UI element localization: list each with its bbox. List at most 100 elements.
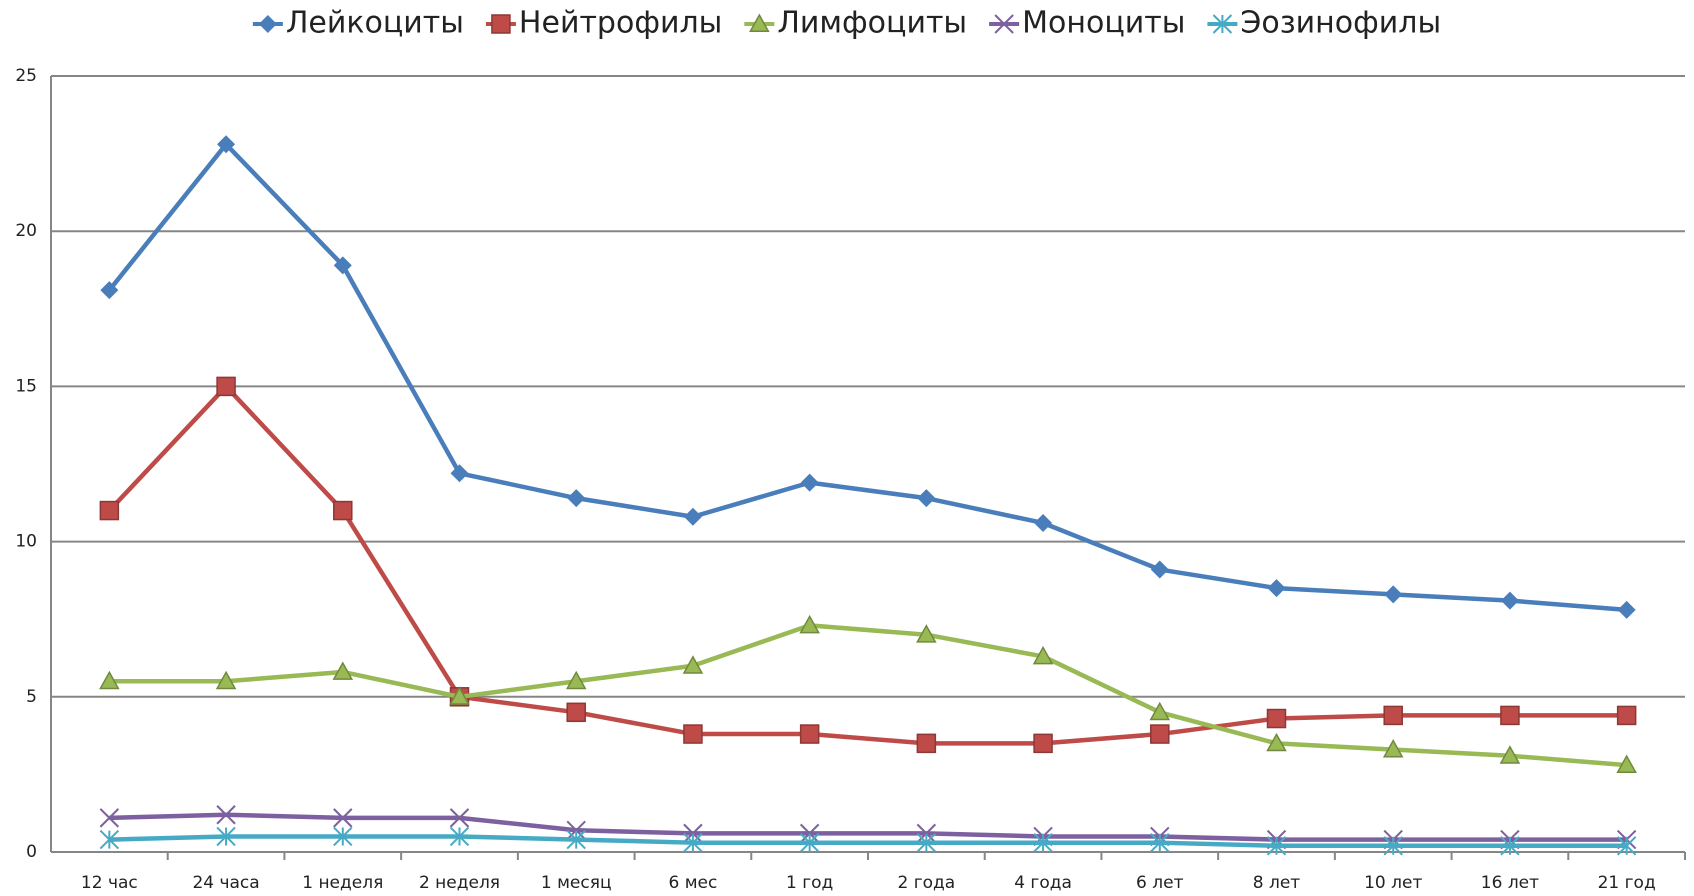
series-line [107,142,1627,613]
point [99,808,120,828]
point [916,832,937,853]
point [1150,724,1170,744]
point [1033,832,1053,853]
point [1616,705,1637,726]
legend-item: Эозинофилы [1207,6,1441,41]
x-tick-label: 8 лет [1253,873,1301,893]
point [216,376,236,397]
legend-label: Моноциты [1022,6,1185,41]
legend-item: Лейкоциты [252,6,464,41]
legend-item: Лимфоциты [744,6,967,41]
x-tick-label: 24 часа [192,873,259,893]
series-line [107,384,1627,746]
x-tick-label: 2 неделя [419,873,500,893]
point [799,614,820,634]
x-tick-label: 4 года [1014,873,1072,893]
point [1033,733,1053,754]
point [916,624,937,643]
y-tick-label: 5 [26,687,37,707]
x-tick-label: 16 лет [1481,873,1539,893]
point [449,808,470,828]
legend-label: Нейтрофилы [519,6,722,41]
x-tick-label: 1 год [786,873,833,893]
x-tick-label: 2 года [897,873,955,893]
y-tick-label: 20 [15,221,37,241]
point [1032,645,1054,665]
point [566,820,586,840]
point [217,135,236,154]
point [916,733,937,754]
point [565,670,587,690]
legend-label: Лейкоциты [286,6,464,41]
point [1500,591,1519,610]
point [1383,836,1403,856]
point [1382,739,1404,758]
point [99,500,120,521]
point [333,808,353,828]
point [682,655,704,674]
y-tick-label: 25 [15,66,37,86]
x-tick-label: 6 лет [1136,873,1184,893]
legend-marker [258,15,277,33]
point [1266,732,1287,752]
point [1034,513,1053,532]
point [100,281,119,300]
point [333,256,352,275]
point [566,829,586,850]
point [332,661,354,680]
y-tick-label: 0 [26,842,37,862]
y-tick-label: 10 [15,532,37,552]
point [333,826,353,847]
x-tick-label: 1 месяц [541,873,612,893]
point [1384,585,1403,604]
point [683,832,703,853]
legend-label: Лимфоциты [777,6,967,41]
point [1383,705,1403,726]
legend-marker [749,13,770,32]
point [799,832,820,853]
point [449,826,470,847]
x-tick-label: 6 мес [668,873,717,893]
x-tick-label: 10 лет [1364,873,1422,893]
point [567,489,586,508]
point [99,829,120,850]
point [1616,754,1637,774]
legend-marker [491,14,511,34]
point [215,670,237,690]
point [1266,836,1287,856]
x-tick-label: 12 час [81,873,138,893]
point [216,826,236,847]
x-tick-label: 21 год [1598,873,1656,893]
legend: Лейкоциты Нейтрофилы Лимфоциты Моноциты Эози… [252,6,1441,41]
point [1500,705,1520,726]
point [1266,708,1287,729]
series-line [109,812,1627,842]
y-tick-label: 15 [15,376,37,396]
point [1150,560,1169,579]
point [683,823,703,844]
point [450,464,469,483]
series-line [109,834,1627,849]
point [99,670,120,690]
x-tick-label: 1 неделя [302,873,383,893]
point [916,823,937,844]
point [683,507,702,526]
legend-label: Эозинофилы [1240,6,1441,41]
legend-marker [1212,14,1233,34]
point [333,500,353,521]
point [1617,600,1636,619]
legend-marker [994,14,1014,34]
point [683,724,703,744]
point [1500,836,1520,856]
point [799,724,820,744]
legend-item: Нейтрофилы [485,6,722,41]
point [1499,745,1521,764]
point [1149,701,1171,721]
legend-item: Моноциты [989,6,1185,41]
point [917,489,936,508]
point [1616,836,1637,856]
series-line [109,623,1627,768]
point [566,702,586,723]
